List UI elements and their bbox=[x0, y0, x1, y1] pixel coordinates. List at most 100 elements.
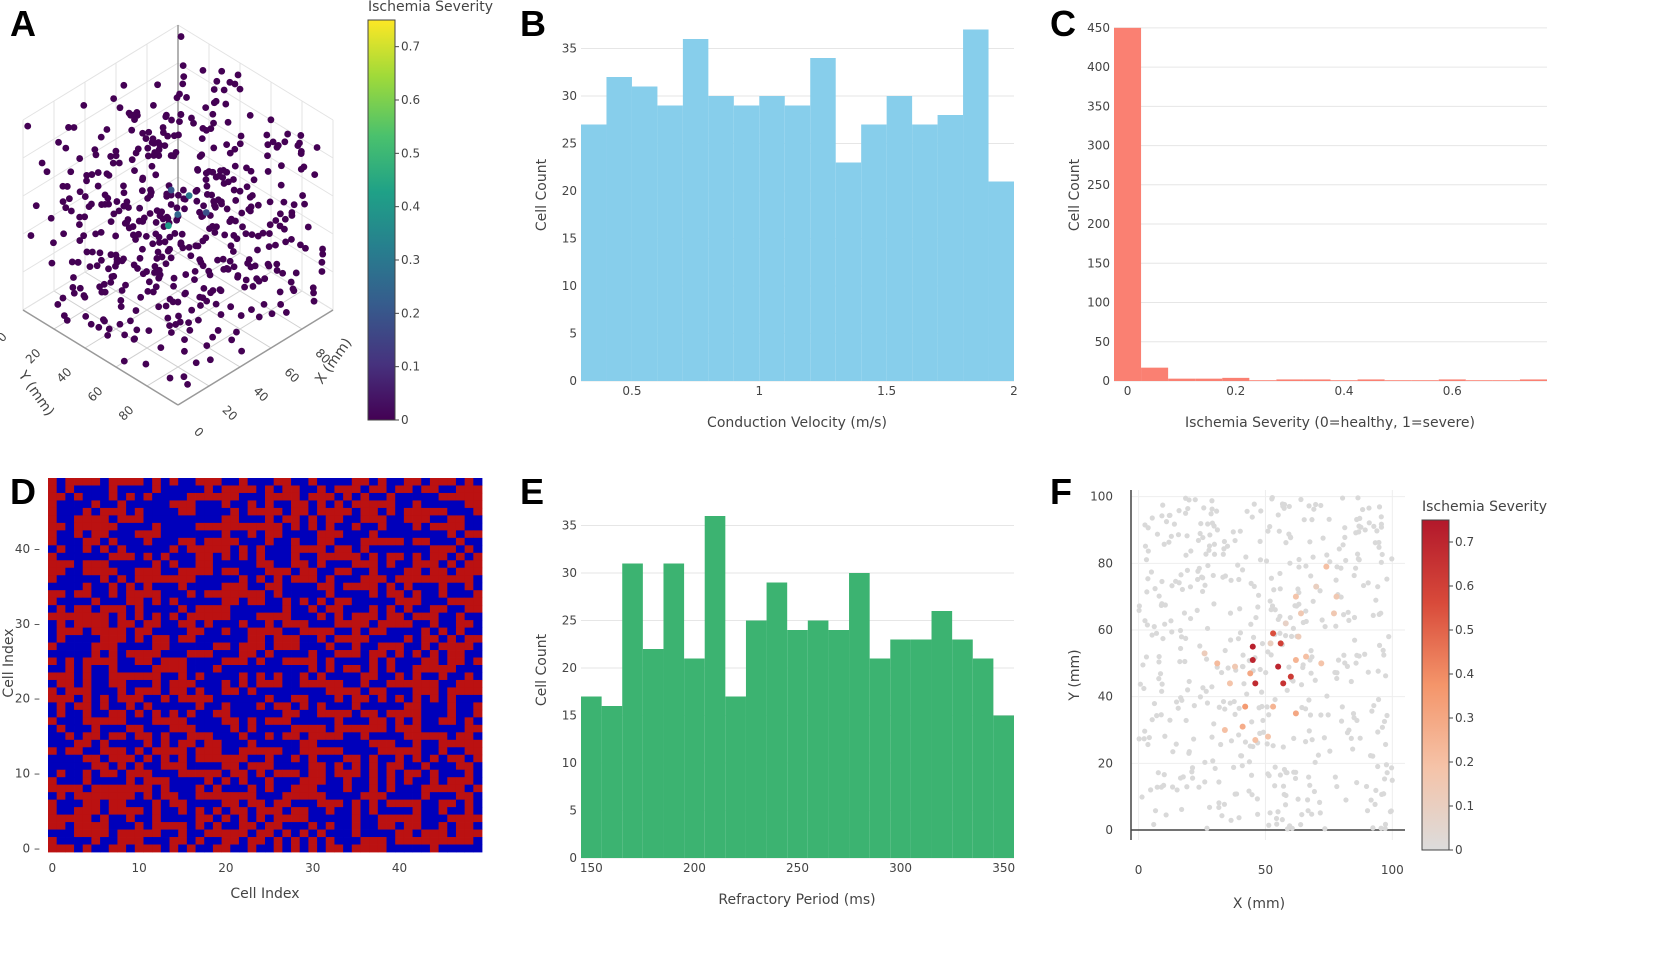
d-heatmap-cell bbox=[351, 537, 361, 546]
d-heatmap-cell bbox=[473, 597, 483, 606]
d-heatmap-cell bbox=[100, 597, 110, 606]
d-heatmap-cell bbox=[412, 537, 422, 546]
d-heatmap-cell bbox=[369, 807, 379, 815]
d-heatmap-cell bbox=[152, 507, 162, 516]
d-heatmap-cell bbox=[56, 597, 66, 606]
d-heatmap-cell bbox=[429, 784, 439, 793]
d-heatmap-cell bbox=[334, 709, 344, 718]
d-heatmap-cell bbox=[195, 769, 205, 778]
f-healthy-point bbox=[1260, 717, 1266, 724]
d-heatmap-cell bbox=[265, 567, 275, 576]
c-bars bbox=[1114, 27, 1547, 381]
d-heatmap-cell bbox=[134, 702, 144, 711]
d-heatmap-cell bbox=[369, 537, 379, 546]
f-healthy-point bbox=[1317, 810, 1323, 816]
a-scatter-point bbox=[159, 124, 167, 131]
d-heatmap-cell bbox=[421, 642, 431, 651]
d-heatmap-cell bbox=[412, 560, 422, 569]
d-heatmap-cell bbox=[247, 612, 257, 621]
d-heatmap-cell bbox=[204, 522, 214, 531]
d-heatmap-cell bbox=[412, 807, 422, 815]
d-heatmap-cell bbox=[48, 500, 58, 509]
a-scatter-point bbox=[103, 170, 111, 178]
d-heatmap-cell bbox=[360, 747, 370, 756]
d-heatmap-cell bbox=[186, 567, 196, 576]
d-heatmap-cell bbox=[126, 485, 136, 494]
d-heatmap-cell bbox=[108, 672, 118, 681]
d-heatmap-cell bbox=[473, 552, 483, 561]
d-heatmap-cell bbox=[351, 507, 361, 516]
d-heatmap-cell bbox=[369, 822, 379, 830]
d-heatmap-cell bbox=[65, 545, 75, 554]
d-heatmap-cell bbox=[56, 694, 66, 703]
d-heatmap-cell bbox=[438, 762, 448, 771]
d-heatmap-cell bbox=[325, 515, 335, 524]
d-heatmap-cell bbox=[377, 485, 387, 494]
d-heatmap-cell bbox=[212, 717, 222, 726]
d-heatmap-cell bbox=[403, 552, 413, 561]
d-heatmap-cell bbox=[178, 590, 188, 599]
e-x-axis-title: Refractory Period (ms) bbox=[718, 892, 875, 908]
d-heatmap-cell bbox=[195, 799, 205, 808]
d-heatmap-cell bbox=[334, 687, 344, 696]
d-heatmap-cell bbox=[412, 612, 422, 621]
d-heatmap-cell bbox=[265, 829, 275, 838]
d-heatmap-cell bbox=[134, 642, 144, 651]
d-heatmap-cell bbox=[317, 515, 327, 524]
d-heatmap-cell bbox=[360, 657, 370, 666]
d-heatmap-cell bbox=[299, 567, 309, 576]
d-heatmap-cell bbox=[256, 560, 266, 569]
f-healthy-point bbox=[1346, 617, 1352, 623]
d-heatmap-cell bbox=[447, 724, 457, 733]
d-heatmap-cell bbox=[74, 709, 84, 718]
d-heatmap-cell bbox=[56, 665, 66, 673]
d-heatmap-cell bbox=[429, 807, 439, 815]
a-scatter-point bbox=[65, 124, 72, 131]
d-heatmap-cell bbox=[464, 552, 474, 561]
f-healthy-point bbox=[1378, 610, 1384, 616]
a-scatter-point bbox=[277, 301, 285, 308]
a-scatter-point bbox=[107, 153, 115, 160]
a-scatter-point bbox=[274, 142, 282, 149]
d-x-axis-title: Cell Index bbox=[230, 886, 299, 902]
d-heatmap-cell bbox=[195, 485, 205, 494]
d-heatmap-cell bbox=[403, 642, 413, 651]
d-heatmap-cell bbox=[308, 799, 318, 808]
a-scatter-point bbox=[217, 167, 224, 175]
a-scatter-point bbox=[94, 169, 102, 176]
d-heatmap-cell bbox=[91, 717, 101, 726]
d-heatmap-cell bbox=[317, 597, 327, 606]
d-heatmap-cell bbox=[473, 478, 483, 486]
d-heatmap-cell bbox=[143, 709, 153, 718]
f-healthy-point bbox=[1139, 794, 1145, 800]
d-heatmap-cell bbox=[247, 702, 257, 711]
e-bar bbox=[601, 706, 623, 858]
d-heatmap-cell bbox=[412, 492, 422, 501]
d-heatmap-cell bbox=[108, 560, 118, 569]
d-heatmap-cell bbox=[186, 522, 196, 531]
a-floor-gridline bbox=[84, 271, 241, 368]
d-heatmap-cell bbox=[230, 507, 240, 516]
d-heatmap-cell bbox=[56, 754, 66, 763]
d-heatmap-cell bbox=[134, 792, 144, 801]
d-heatmap-cell bbox=[455, 492, 466, 501]
a-colorbar-tick-label: 0.1 bbox=[401, 360, 420, 374]
d-heatmap-cell bbox=[455, 657, 466, 666]
d-heatmap-cell bbox=[265, 807, 275, 815]
d-heatmap-cell bbox=[265, 844, 275, 853]
e-x-tick-label: 300 bbox=[889, 861, 912, 875]
d-heatmap-cell bbox=[429, 500, 439, 509]
d-heatmap-cell bbox=[360, 829, 370, 838]
d-heatmap-cell bbox=[265, 530, 275, 539]
f-healthy-point bbox=[1205, 521, 1211, 527]
d-heatmap-cell bbox=[308, 769, 318, 778]
f-healthy-point bbox=[1216, 804, 1222, 811]
d-heatmap-cell bbox=[186, 724, 196, 733]
f-healthy-point bbox=[1246, 788, 1252, 794]
a-scatter-point bbox=[115, 159, 123, 167]
d-heatmap-cell bbox=[421, 799, 431, 808]
a-scatter-point bbox=[233, 328, 240, 336]
f-healthy-point bbox=[1367, 753, 1374, 759]
d-heatmap-cell bbox=[126, 545, 136, 554]
d-heatmap-cell bbox=[100, 665, 110, 673]
